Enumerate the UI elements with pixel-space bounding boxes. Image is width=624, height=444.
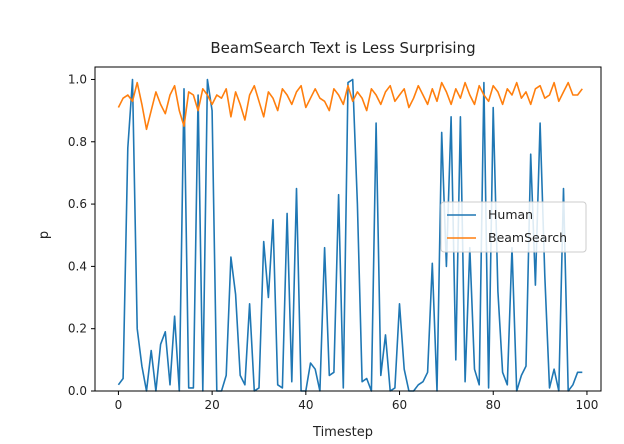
legend: Human BeamSearch	[440, 201, 587, 253]
series-line-human	[117, 78, 583, 392]
plot-frame	[94, 66, 602, 392]
y-tick-label: 0.8	[68, 135, 87, 149]
legend-label-beamsearch: BeamSearch	[488, 230, 567, 245]
x-tick-label: 20	[204, 398, 219, 412]
legend-box	[440, 201, 587, 253]
x-tick-label: 0	[115, 398, 123, 412]
x-tick-label: 60	[392, 398, 407, 412]
x-axis: 0 20 40 60 80 100	[115, 391, 598, 412]
y-tick-label: 0.0	[68, 384, 87, 398]
legend-label-human: Human	[488, 207, 533, 222]
y-tick-label: 0.2	[68, 322, 87, 336]
chart-title: BeamSearch Text is Less Surprising	[210, 39, 475, 57]
x-tick-label: 80	[486, 398, 501, 412]
x-tick-label: 100	[575, 398, 598, 412]
plot-lines	[117, 78, 583, 392]
series-line-beamsearch	[117, 81, 583, 131]
y-axis: 0.0 0.2 0.4 0.6 0.8 1.0	[68, 72, 95, 398]
y-tick-label: 0.4	[68, 259, 87, 273]
x-tick-label: 40	[298, 398, 313, 412]
y-tick-label: 0.6	[68, 197, 87, 211]
x-axis-label: Timestep	[312, 425, 373, 440]
y-tick-label: 1.0	[68, 72, 87, 86]
y-axis-label: p	[37, 231, 52, 239]
